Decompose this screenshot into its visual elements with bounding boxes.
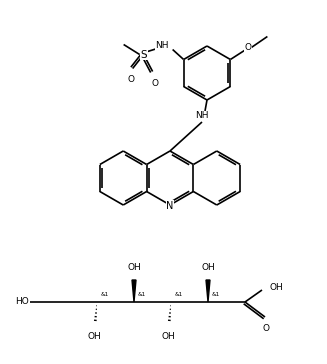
Text: NH: NH [195, 111, 209, 120]
Text: OH: OH [201, 263, 215, 272]
Text: O: O [263, 324, 269, 333]
Text: S: S [140, 50, 147, 59]
Polygon shape [132, 280, 136, 302]
Text: &1: &1 [138, 292, 146, 297]
Text: &1: &1 [212, 292, 220, 297]
Text: OH: OH [127, 263, 141, 272]
Text: &1: &1 [175, 292, 183, 297]
Text: NH: NH [155, 41, 169, 50]
Text: O: O [127, 75, 134, 84]
Text: HO: HO [15, 297, 29, 306]
Text: OH: OH [87, 332, 101, 341]
Text: O: O [245, 43, 252, 52]
Text: &1: &1 [101, 292, 109, 297]
Text: O: O [151, 79, 158, 87]
Text: OH: OH [161, 332, 175, 341]
Text: OH: OH [270, 282, 284, 292]
Text: N: N [166, 201, 174, 211]
Polygon shape [206, 280, 210, 302]
